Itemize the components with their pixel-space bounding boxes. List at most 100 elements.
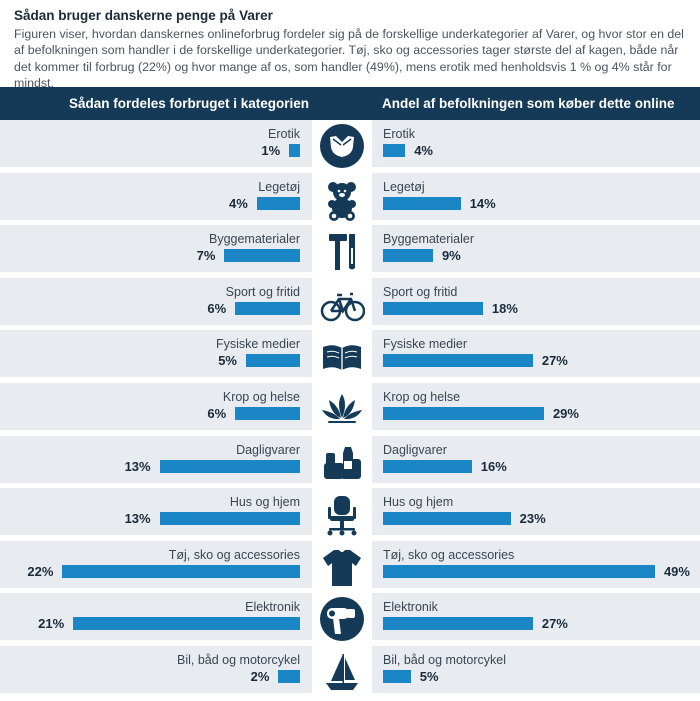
value-label-population: 27% — [541, 616, 568, 632]
bar-spending-share — [159, 459, 300, 473]
row-background-right — [372, 330, 700, 378]
row-background-right — [372, 435, 700, 483]
value-label-population: 16% — [480, 458, 507, 474]
tshirt-icon — [319, 544, 365, 590]
bar-population-share — [383, 354, 533, 368]
value-label-population: 9% — [441, 248, 461, 264]
icon-cell — [312, 383, 372, 430]
groceries-icon — [319, 439, 365, 485]
category-label-left: Krop og helse — [222, 390, 300, 404]
bar-population-share — [383, 564, 655, 578]
icon-cell — [312, 120, 372, 169]
row-background-left — [0, 225, 312, 273]
value-label-spending: 5% — [218, 353, 237, 369]
row-background-left — [0, 540, 312, 588]
category-label-left: Elektronik — [245, 600, 300, 615]
hairdryer-icon — [319, 596, 365, 642]
icon-cell — [312, 488, 372, 537]
value-label-population: 49% — [663, 563, 690, 579]
sailboat-icon — [319, 649, 365, 695]
bar-population-share — [383, 670, 411, 683]
table-row: Legetøj Legetøj 4% 14% — [0, 172, 700, 222]
category-label-right: Byggematerialer — [383, 232, 475, 247]
bar-population-share — [383, 249, 433, 263]
bar-population-share — [383, 512, 511, 526]
icon-cell — [312, 330, 372, 379]
row-background-left — [0, 488, 312, 536]
lotus-icon — [319, 386, 365, 432]
category-label-right: Erotik — [383, 127, 415, 141]
row-background-right — [372, 225, 700, 273]
icon-cell — [312, 646, 372, 695]
bar-spending-share — [246, 354, 300, 368]
lingerie-icon — [319, 123, 365, 169]
row-background-left — [0, 172, 312, 220]
table-row: Erotik Erotik 1% 4% — [0, 120, 700, 169]
value-label-population: 29% — [552, 406, 579, 421]
bar-spending-share — [289, 144, 300, 157]
row-background-left — [0, 646, 312, 693]
row-background-right — [372, 488, 700, 536]
row-background-left — [0, 593, 312, 641]
category-label-left: Fysiske medier — [215, 337, 300, 352]
bar-spending-share — [278, 670, 300, 683]
tools-icon — [319, 228, 365, 274]
table-row: Bil, båd og motorcykel Bil, båd og motorc… — [0, 646, 700, 695]
icon-cell — [312, 277, 372, 325]
category-label-left: Erotik — [268, 127, 300, 141]
category-label-right: Hus og hjem — [383, 495, 454, 510]
bar-spending-share — [62, 564, 300, 578]
teddy-bear-icon — [319, 176, 365, 222]
value-label-spending: 6% — [207, 406, 227, 421]
category-label-left: Byggematerialer — [208, 232, 300, 247]
value-label-spending: 2% — [250, 669, 270, 684]
table-row: Elektronik Elektronik 21% 27% — [0, 593, 700, 642]
office-chair-icon — [319, 491, 365, 537]
category-label-right: Krop og helse — [383, 390, 461, 404]
value-label-spending: 22% — [27, 563, 54, 579]
category-label-right: Legetøj — [383, 179, 425, 194]
value-label-spending: 13% — [124, 458, 151, 474]
table-row: Fysiske medier Fysiske medier 5% 27% — [0, 330, 700, 379]
value-label-spending: 6% — [207, 300, 227, 316]
value-label-spending: 13% — [124, 511, 151, 527]
value-label-population: 14% — [469, 195, 496, 211]
category-label-right: Elektronik — [383, 600, 438, 615]
bar-population-share — [383, 144, 406, 157]
row-background-right — [372, 383, 700, 430]
chart-title: Sådan bruger danskerne penge på Varer — [14, 8, 273, 23]
table-header: Sådan fordeles forbruget i kategorien An… — [0, 87, 700, 120]
table-row: Dagligvarer Dagligvarer 13% 16% — [0, 435, 700, 485]
category-label-left: Dagligvarer — [236, 442, 300, 457]
row-background-right — [372, 646, 700, 693]
row-background-left — [0, 435, 312, 483]
row-background-right — [372, 593, 700, 641]
value-label-population: 23% — [519, 511, 546, 527]
value-label-population: 5% — [419, 669, 439, 684]
category-label-left: Hus og hjem — [229, 495, 300, 510]
bar-spending-share — [224, 249, 300, 263]
table-row: Tøj, sko og accessories Tøj, sko og acces… — [0, 540, 700, 590]
bar-population-share — [383, 459, 472, 473]
category-label-right: Bil, båd og motorcykel — [383, 653, 506, 667]
value-label-population: 4% — [414, 143, 433, 158]
value-label-spending: 21% — [38, 616, 65, 632]
row-background-left — [0, 120, 312, 167]
category-label-left: Sport og fritid — [225, 284, 300, 299]
category-label-right: Tøj, sko og accessories — [383, 547, 515, 562]
bar-spending-share — [159, 512, 300, 526]
category-label-right: Fysiske medier — [383, 337, 468, 352]
bar-population-share — [383, 196, 461, 210]
book-icon — [319, 333, 365, 379]
category-label-right: Dagligvarer — [383, 442, 447, 457]
table-row: Sport og fritid Sport og fritid 6% 18% — [0, 277, 700, 325]
icon-cell — [312, 593, 372, 642]
bar-spending-share — [256, 196, 300, 210]
bar-spending-share — [235, 407, 300, 420]
category-label-right: Sport og fritid — [383, 284, 458, 299]
chart-description: Figuren viser, hvordan danskernes online… — [14, 27, 684, 91]
right-column-header: Andel af befolkningen som køber dette on… — [382, 96, 675, 111]
row-background-right — [372, 120, 700, 167]
icon-cell — [312, 225, 372, 274]
category-label-left: Bil, båd og motorcykel — [177, 653, 300, 667]
